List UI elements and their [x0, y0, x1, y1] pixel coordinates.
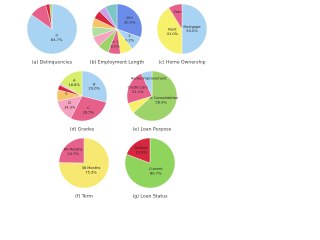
slice-label: 0	[55, 34, 58, 38]
pie-chart: 084.7% (a) Delinquencies	[26, 3, 78, 66]
slice-value: 21.1%	[132, 90, 144, 94]
pie-slice	[49, 3, 53, 30]
slice-label: Own	[174, 10, 182, 14]
caption: (a) Delinquencies	[32, 60, 73, 66]
caption: (f) Term	[75, 194, 93, 200]
slice-label: C	[87, 106, 90, 110]
slice-label: Current	[149, 167, 163, 171]
caption: (e) Loan Purpose	[133, 127, 172, 133]
pie-slice	[81, 70, 108, 103]
slice-value: 58.9%	[155, 100, 167, 104]
slice-value: 28.5%	[83, 110, 95, 114]
pie-slice	[58, 137, 110, 189]
slice-value: 75.3%	[85, 170, 97, 174]
slice-label: 36 Months	[82, 166, 101, 170]
slice-label: < 1	[112, 40, 118, 44]
slice-value: 50.0%	[186, 29, 198, 33]
slice-label: 10+	[126, 16, 134, 20]
slice-value: 30.5%	[124, 20, 136, 24]
slice-value: 84.7%	[51, 38, 63, 42]
slice-value: 19.3%	[135, 150, 147, 154]
slice-label: D	[68, 101, 71, 105]
pie-slice	[58, 137, 85, 164]
pie-slice	[168, 3, 183, 30]
slice-label: Credit Card	[128, 86, 148, 90]
slice-value: 14.3%	[64, 106, 76, 110]
slice-label: Debt Consolidation	[144, 96, 178, 100]
slice-label: E	[65, 91, 68, 95]
pie-slice	[133, 70, 178, 122]
slice-label: Home Improvement	[131, 77, 168, 81]
slice-label: Mortgage	[183, 25, 201, 29]
slice-label: 2	[128, 34, 130, 38]
pie-chart: B29.0% C28.5% D14.3% E A16.8% (d) Grades	[56, 70, 108, 133]
pie-slice	[126, 137, 151, 164]
caption: (g) Loan Status	[132, 194, 168, 200]
pie-slice	[59, 70, 83, 97]
slice-value: 41.0%	[167, 32, 179, 36]
slice-value: 24.7%	[67, 152, 79, 156]
pie-slice	[104, 3, 118, 30]
pie-slice	[126, 73, 153, 104]
slice-label: Rent	[168, 28, 177, 32]
pie-slice	[140, 70, 153, 97]
slice-value: 80.7%	[150, 171, 162, 175]
slice-label: A	[73, 78, 76, 82]
slice-value: 16.8%	[68, 83, 80, 87]
pie-slice	[116, 3, 143, 38]
slice-value: 9.2%	[125, 38, 135, 42]
slice-value: 29.0%	[89, 87, 101, 91]
caption: (b) Employment Length	[90, 60, 144, 66]
slice-label: B	[93, 82, 96, 86]
slice-label: Default	[135, 146, 149, 150]
pie-chart: 10+30.5% 29.2% < 18.0% (b) Employment Lengt…	[90, 3, 144, 66]
slice-label: 60 Months	[64, 148, 83, 152]
caption: (d) Grades	[70, 127, 95, 133]
caption: (c) Home Ownership	[158, 60, 205, 66]
pie-slice	[181, 3, 208, 55]
pie-slice	[70, 95, 107, 122]
slice-value: 8.0%	[111, 45, 121, 49]
